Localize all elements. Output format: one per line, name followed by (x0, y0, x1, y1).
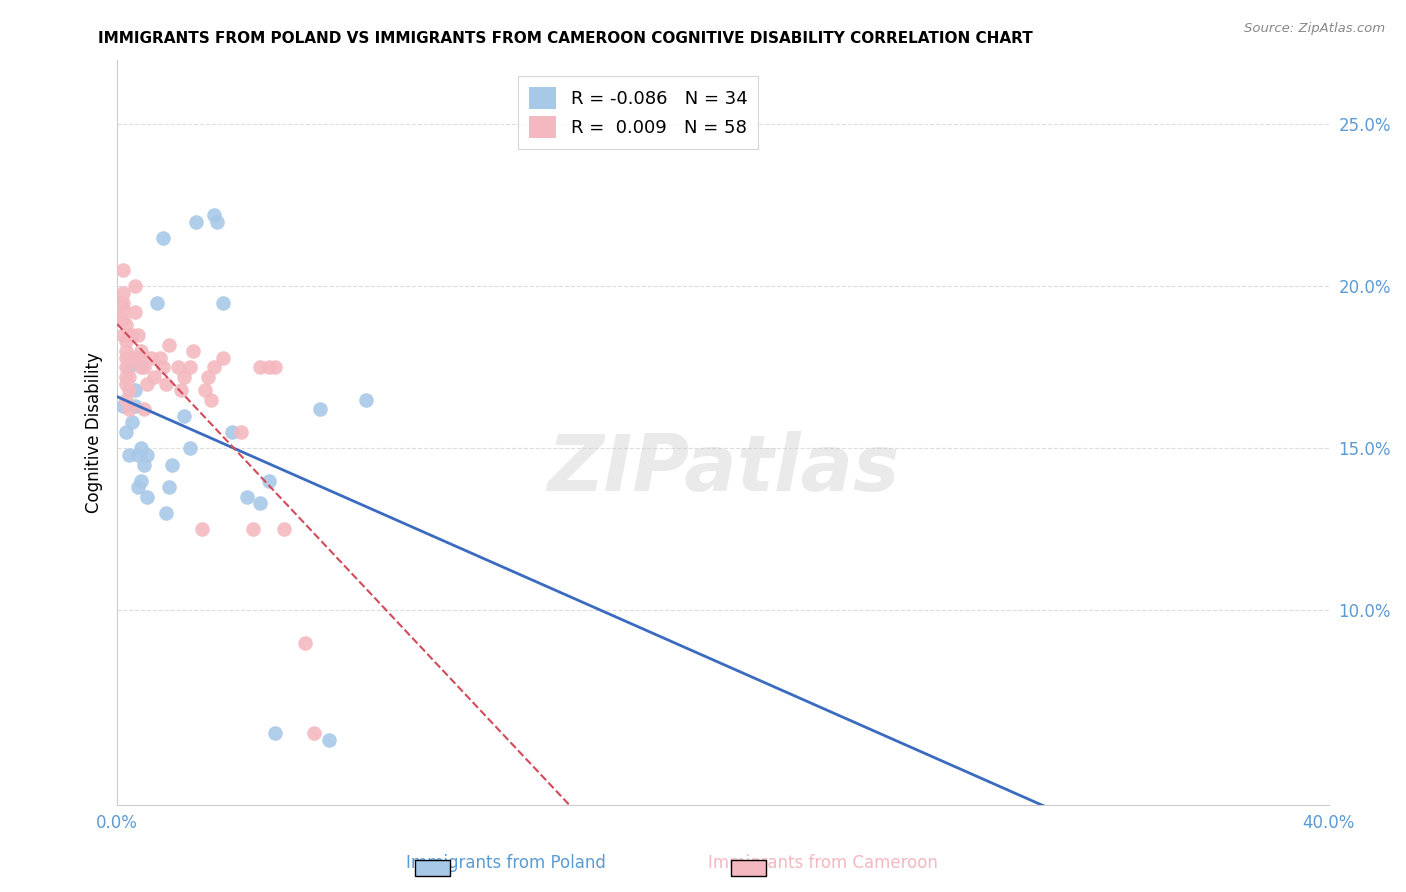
Point (124, 305, 146, 319)
Point (127, 480, 149, 494)
Point (202, 208, 225, 222)
Point (121, 351, 143, 365)
Point (354, 392, 377, 407)
Point (157, 337, 180, 351)
Point (257, 474, 280, 488)
Point (131, 344, 153, 359)
Text: ZIPatlas: ZIPatlas (547, 432, 898, 508)
Point (131, 360, 153, 375)
Point (242, 522, 264, 536)
Point (118, 370, 141, 384)
Point (152, 360, 174, 375)
Point (173, 409, 195, 423)
Point (155, 376, 177, 391)
Point (197, 370, 219, 384)
Point (184, 214, 207, 228)
Point (115, 344, 138, 359)
Point (263, 360, 285, 375)
Point (231, 425, 253, 439)
Point (115, 360, 138, 375)
Point (121, 328, 143, 343)
Point (179, 442, 201, 456)
Point (136, 376, 159, 391)
Point (200, 392, 222, 407)
Point (173, 370, 195, 384)
Point (236, 490, 259, 504)
Point (212, 295, 235, 310)
Point (139, 351, 162, 365)
Point (112, 399, 135, 413)
Point (212, 351, 235, 365)
Point (127, 448, 149, 462)
Point (205, 214, 228, 228)
Text: Immigrants from Cameroon: Immigrants from Cameroon (707, 855, 938, 872)
Point (110, 295, 132, 310)
Point (115, 370, 138, 384)
Point (112, 328, 135, 343)
Point (134, 458, 156, 472)
Point (318, 732, 340, 747)
Point (149, 351, 172, 365)
Point (112, 263, 135, 277)
Point (194, 383, 217, 397)
Point (112, 295, 135, 310)
Point (131, 442, 153, 456)
Point (145, 295, 167, 310)
Point (110, 311, 132, 326)
Legend: R = -0.086   N = 34, R =  0.009   N = 58: R = -0.086 N = 34, R = 0.009 N = 58 (519, 76, 758, 149)
Point (115, 318, 138, 333)
Point (112, 285, 135, 300)
Point (118, 351, 141, 365)
Point (118, 360, 141, 375)
Point (127, 328, 149, 343)
Point (124, 383, 146, 397)
Point (118, 402, 141, 417)
Point (157, 480, 180, 494)
Point (115, 392, 138, 407)
Point (115, 425, 138, 439)
Point (121, 416, 143, 430)
Point (115, 334, 138, 349)
Point (179, 360, 201, 375)
Text: Immigrants from Poland: Immigrants from Poland (406, 855, 606, 872)
Point (191, 522, 214, 536)
Point (166, 360, 188, 375)
Text: IMMIGRANTS FROM POLAND VS IMMIGRANTS FROM CAMEROON COGNITIVE DISABILITY CORRELAT: IMMIGRANTS FROM POLAND VS IMMIGRANTS FRO… (98, 31, 1033, 46)
Point (127, 351, 149, 365)
Point (110, 295, 132, 310)
Point (202, 360, 225, 375)
Point (115, 376, 138, 391)
Point (155, 506, 177, 520)
Point (118, 448, 141, 462)
Point (131, 474, 153, 488)
Point (112, 301, 135, 316)
Point (121, 351, 143, 365)
Point (112, 311, 135, 326)
Point (257, 360, 280, 375)
Point (181, 344, 204, 359)
Point (142, 370, 165, 384)
Point (160, 458, 183, 472)
Point (273, 522, 295, 536)
Point (152, 231, 174, 245)
Point (309, 402, 332, 417)
Point (115, 351, 138, 365)
Point (134, 402, 156, 417)
Point (124, 279, 146, 293)
Text: Source: ZipAtlas.com: Source: ZipAtlas.com (1244, 22, 1385, 36)
Point (263, 726, 285, 740)
Point (302, 726, 325, 740)
Point (294, 636, 316, 650)
Point (221, 425, 243, 439)
Point (249, 496, 271, 510)
Point (118, 328, 141, 343)
Point (136, 448, 159, 462)
Point (118, 383, 141, 397)
Point (170, 383, 193, 397)
Point (134, 360, 156, 375)
Point (249, 360, 271, 375)
Point (136, 490, 159, 504)
Point (124, 399, 146, 413)
Y-axis label: Cognitive Disability: Cognitive Disability (86, 351, 103, 513)
